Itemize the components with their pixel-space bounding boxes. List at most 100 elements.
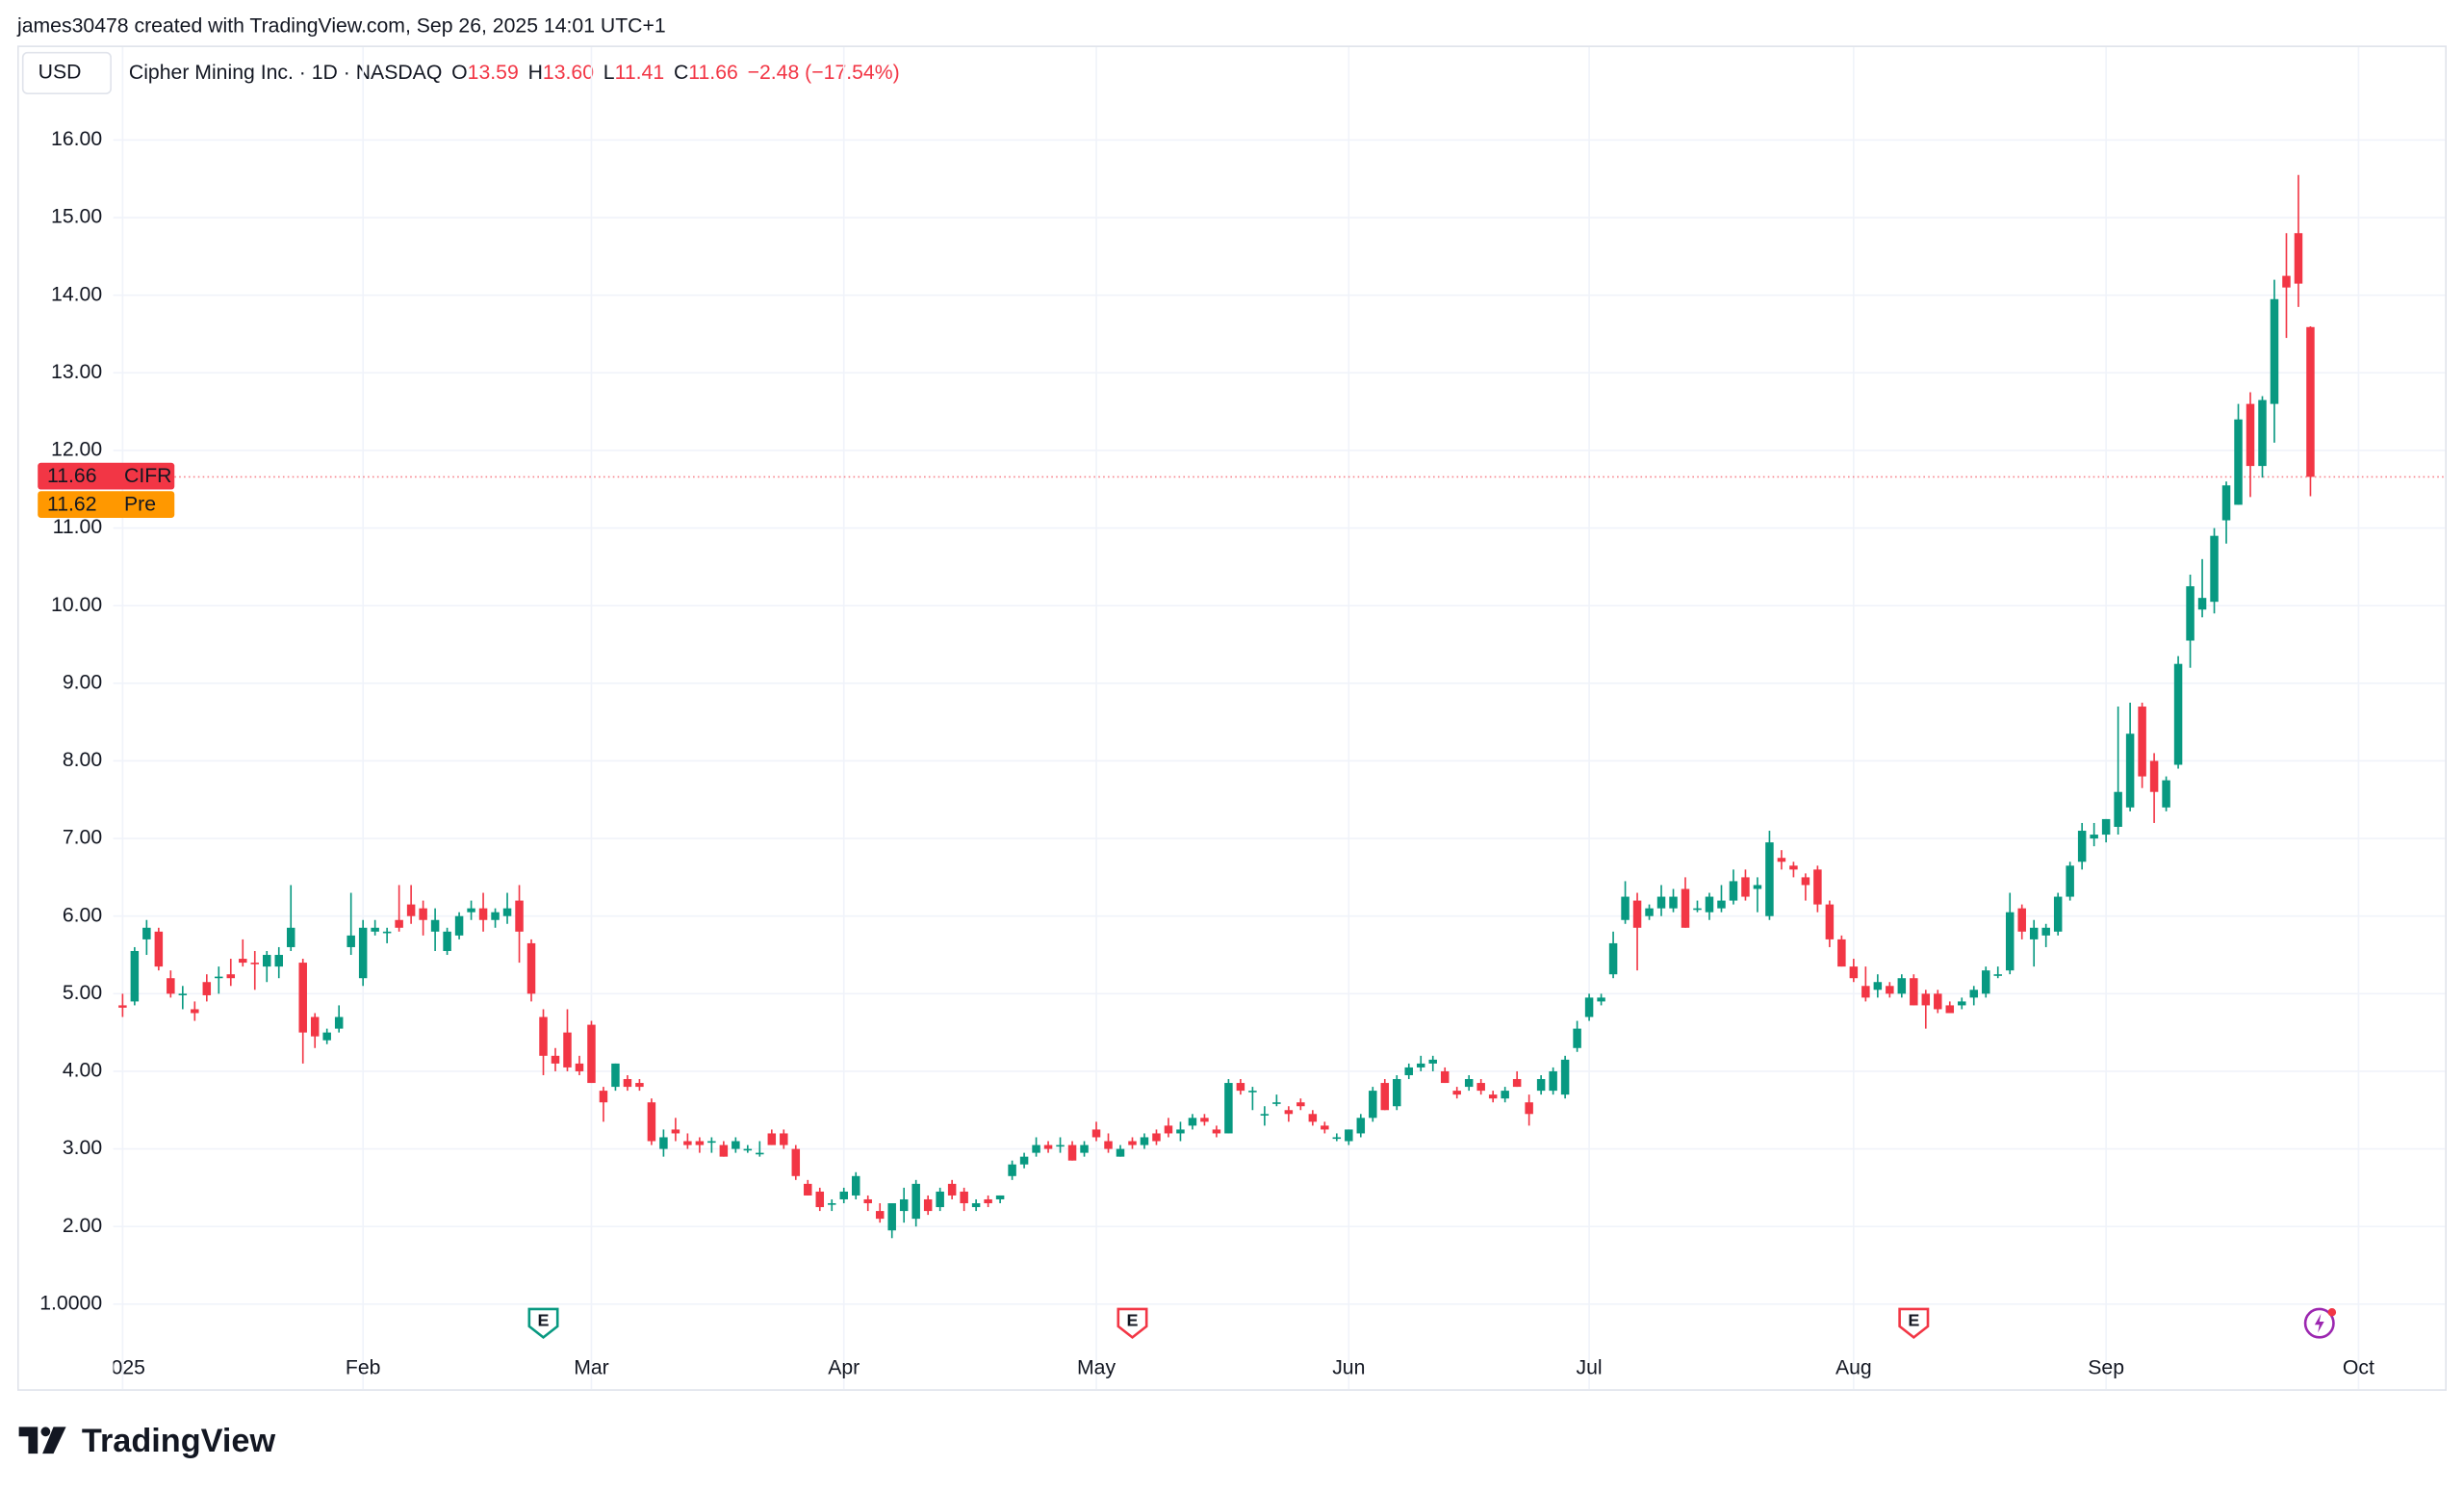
candle-body	[1717, 900, 1726, 909]
legend-value: 13.60	[543, 62, 594, 84]
candle-body	[215, 976, 223, 979]
candle-body	[178, 993, 188, 995]
candle-body	[298, 963, 307, 1033]
x-tick-label: Jul	[1577, 1357, 1603, 1379]
icon-ring	[2303, 1307, 2335, 1339]
candle-body	[274, 955, 283, 967]
candle-body	[1765, 842, 1774, 916]
candle-body	[502, 908, 512, 916]
candle-body	[1921, 993, 1931, 1006]
candle-body	[1032, 1145, 1040, 1153]
candle-body	[1584, 997, 1594, 1017]
event-label: E	[1908, 1311, 1919, 1330]
candle-body	[1753, 885, 1762, 889]
candle-body	[1067, 1145, 1077, 1161]
candle-body	[1464, 1079, 1474, 1088]
candle-body	[2270, 298, 2279, 404]
candle-body	[1128, 1141, 1137, 1145]
candle-body	[167, 978, 175, 994]
footer-logo: TradingView	[18, 1423, 276, 1459]
candle-body	[756, 1152, 764, 1155]
candle-body	[936, 1191, 944, 1208]
y-tick-label: 10.00	[51, 594, 102, 616]
candle-body	[1729, 881, 1738, 901]
legend-value: 11.66	[688, 62, 738, 84]
candle-body	[887, 1203, 896, 1231]
candle-body	[947, 1183, 957, 1196]
candle-body	[1440, 1070, 1450, 1084]
candle-body	[815, 1191, 825, 1208]
candle-body	[1656, 896, 1666, 909]
candle-body	[1945, 1005, 1955, 1014]
price-tag	[38, 491, 175, 518]
candle-body	[2221, 485, 2231, 521]
candle-body	[804, 1183, 812, 1196]
candle-body	[263, 955, 271, 967]
candle-body	[2066, 865, 2074, 897]
candle-body	[575, 1063, 584, 1071]
price-tag-value: 11.66	[47, 465, 97, 487]
event-label: E	[538, 1311, 550, 1330]
candle-body	[743, 1148, 753, 1151]
candle-body	[1236, 1083, 1245, 1092]
candle-body	[443, 931, 451, 951]
footer-brand: TradingView	[82, 1423, 276, 1459]
candle-body	[611, 1063, 620, 1088]
candle-body	[1043, 1145, 1053, 1149]
candle-body	[551, 1055, 560, 1064]
candle-body	[2306, 326, 2315, 477]
alert-icon[interactable]	[2303, 1307, 2337, 1339]
candle-body	[1176, 1129, 1185, 1134]
y-tick-label: 13.00	[51, 361, 102, 383]
candle-body	[1393, 1079, 1401, 1107]
candle-body	[226, 974, 236, 979]
currency-box[interactable]	[21, 51, 112, 94]
header: james30478 created with TradingView.com,…	[16, 14, 666, 37]
y-tick-label: 14.00	[51, 283, 102, 305]
logo-mark	[42, 1427, 66, 1454]
candle-body	[1428, 1059, 1437, 1064]
y-tick-label: 9.00	[63, 671, 102, 693]
candle-body	[2041, 927, 2050, 936]
candle-body	[467, 908, 475, 913]
candle-body	[995, 1195, 1005, 1199]
candle-body	[1608, 942, 1618, 975]
candle-body	[419, 908, 427, 920]
legend-value: 13.59	[468, 62, 519, 84]
candle-body	[1512, 1079, 1522, 1088]
y-tick-label: 15.00	[51, 206, 102, 228]
legend-key: H	[528, 62, 543, 84]
candle-body	[599, 1091, 608, 1103]
candle-body	[1741, 877, 1750, 897]
candle-body	[1993, 974, 2002, 976]
candle-body	[334, 1016, 344, 1029]
candle-body	[587, 1024, 596, 1084]
candle-body	[1212, 1129, 1221, 1134]
candle-body	[1873, 982, 1883, 990]
candle-body	[118, 1005, 127, 1008]
x-tick-label: Feb	[346, 1357, 381, 1379]
candle-body	[406, 904, 416, 916]
currency[interactable]: USD	[38, 62, 82, 84]
candle-body	[719, 1145, 729, 1157]
candle-body	[2090, 835, 2098, 839]
candle-body	[371, 927, 379, 932]
candle-body	[875, 1211, 885, 1220]
price-tag-value: 11.62	[47, 493, 97, 515]
candle-body	[695, 1141, 705, 1145]
price-tag	[38, 462, 175, 490]
candle-body	[839, 1191, 848, 1199]
candle-body	[1669, 896, 1678, 909]
candle-body	[1777, 858, 1786, 862]
y-tick-label: 3.00	[63, 1137, 102, 1159]
candle-body	[1116, 1148, 1125, 1157]
candle-body	[130, 950, 140, 1002]
candle-body	[2173, 663, 2183, 765]
y-tick-label: 7.00	[63, 827, 102, 849]
candle-body	[1886, 986, 1894, 994]
candle-body	[1549, 1070, 1557, 1092]
y-tick-label: 11.00	[53, 516, 103, 538]
legend-symbol: Cipher Mining Inc. · 1D · NASDAQ	[129, 62, 442, 84]
candle-body	[1104, 1141, 1113, 1149]
candle-body	[791, 1148, 801, 1176]
